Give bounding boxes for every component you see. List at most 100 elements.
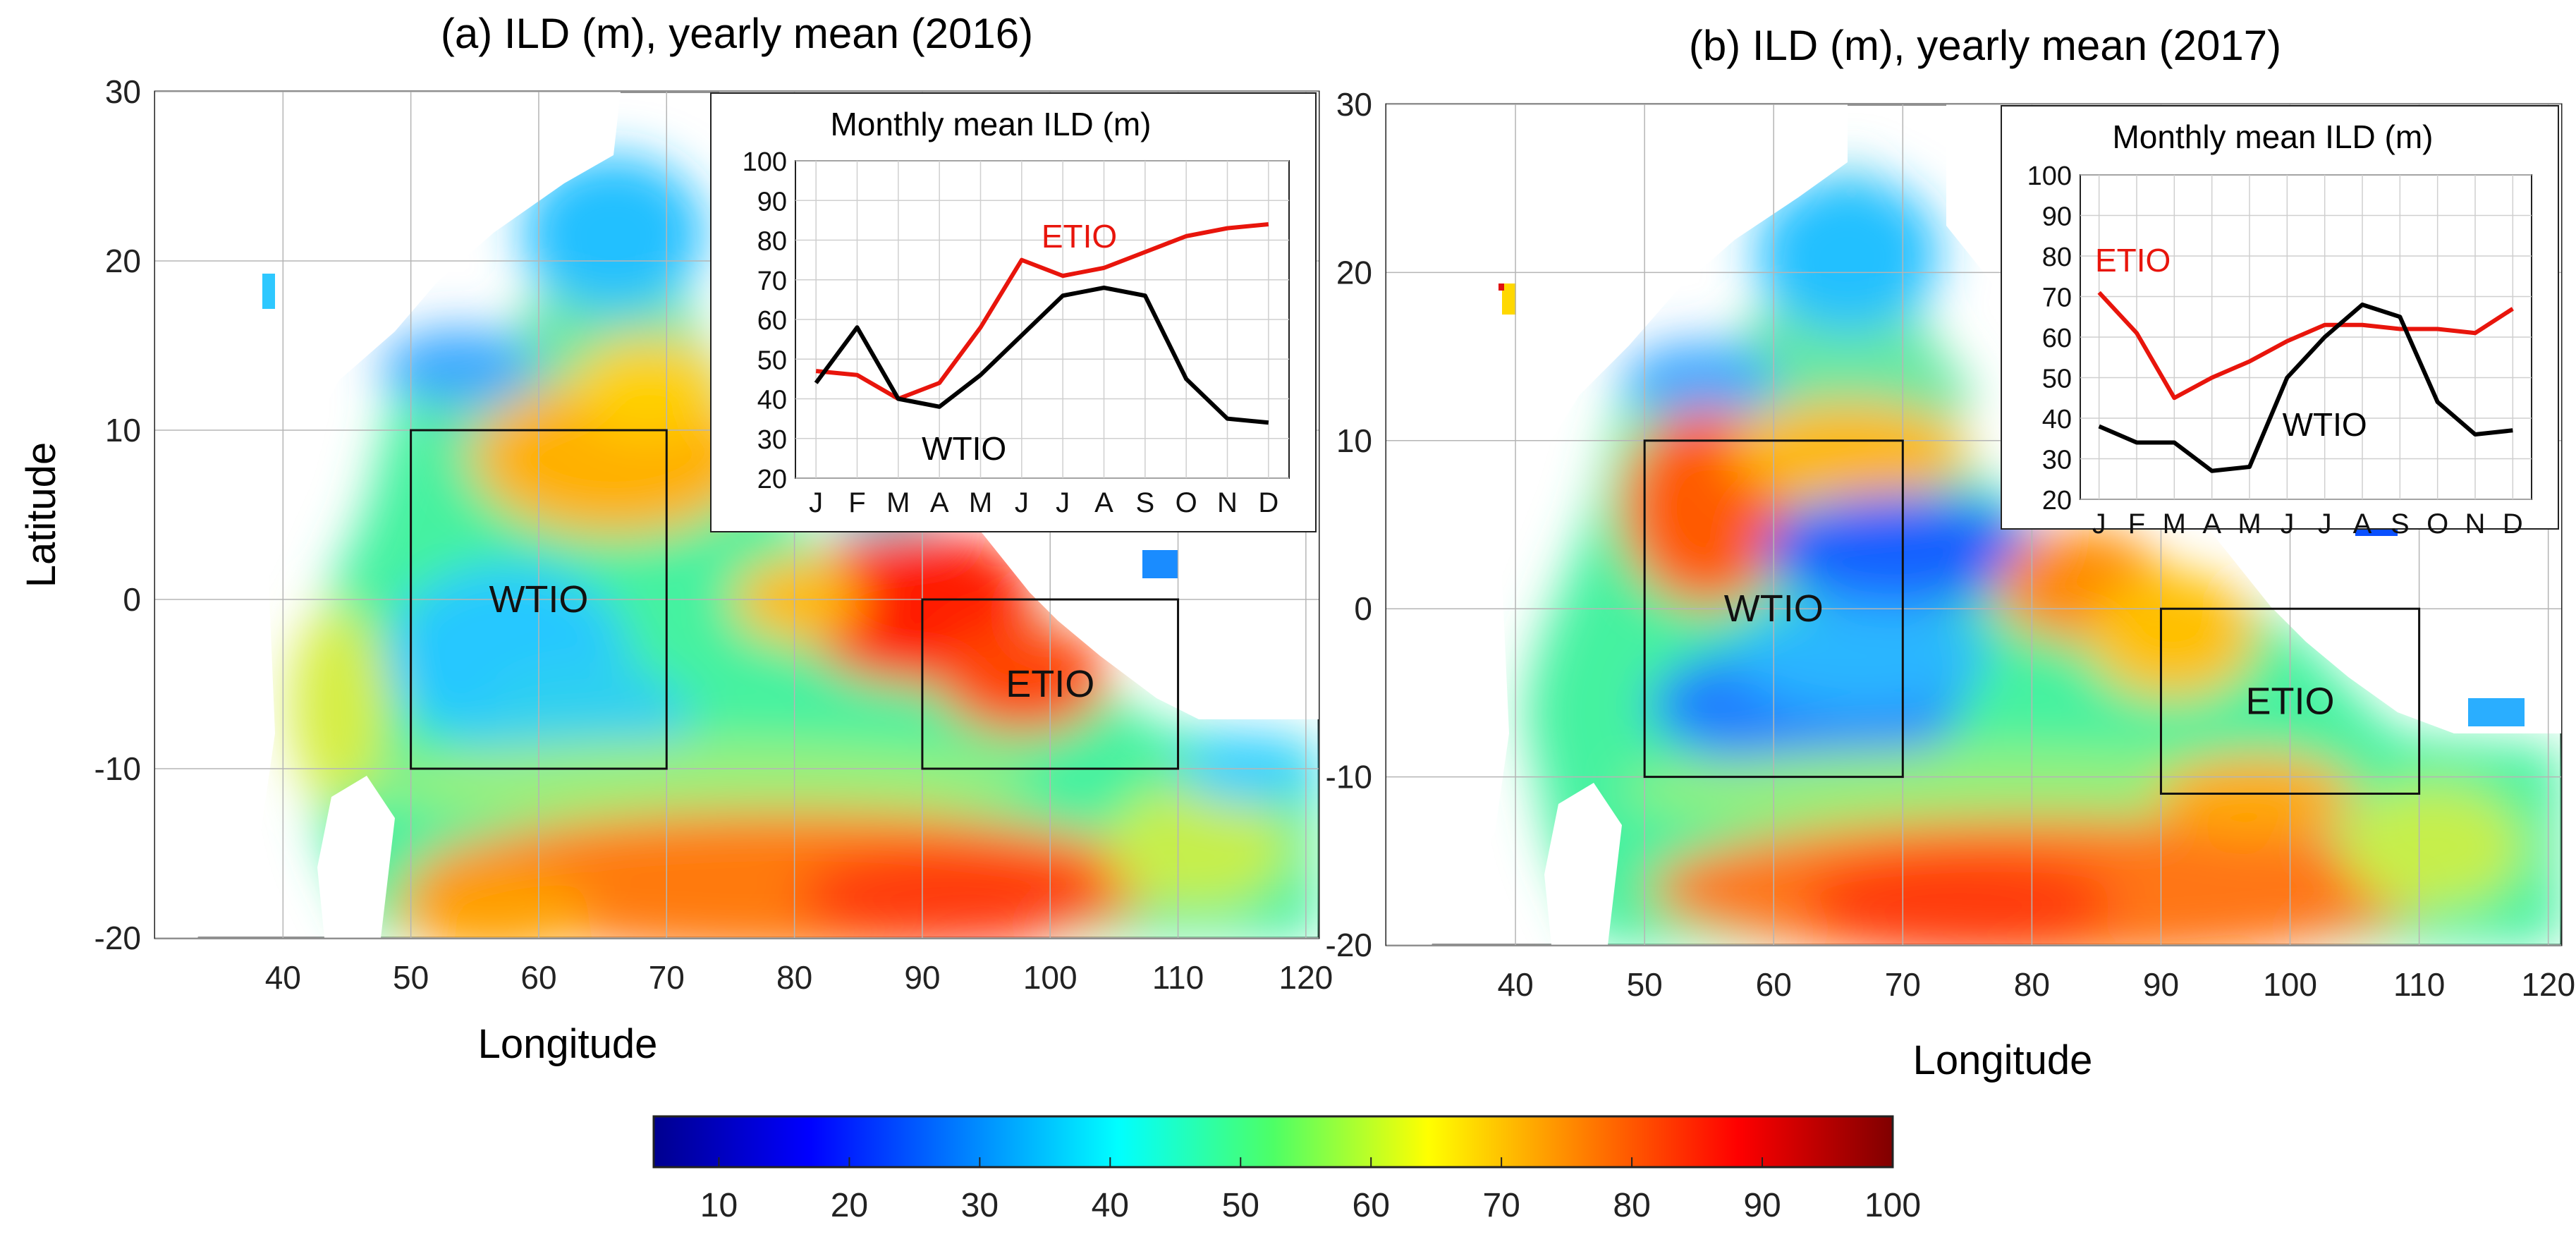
panel-b-inset-ytick-label: 90 (2042, 202, 2072, 232)
panel-b-inset-xtick-label: A (2353, 508, 2372, 539)
panel-a-inset-xtick-label: N (1217, 487, 1238, 518)
panel-b-inset-xtick-label: S (2391, 508, 2410, 539)
colorbar-tick-label: 50 (1222, 1187, 1259, 1224)
panel-b-xtick-label: 40 (1497, 966, 1533, 1003)
panel-a-inset-series-label-etio: ETIO (1042, 218, 1117, 255)
panel-a-inset-xtick-label: F (848, 487, 865, 518)
panel-a-inset-xtick-label: M (969, 487, 992, 518)
panel-b-xlabel: Longitude (1913, 1037, 2093, 1083)
panel-a-inset-xtick-label: J (1056, 487, 1070, 518)
panel-b-region-label-etio: ETIO (2246, 680, 2335, 722)
panel-b-ytick-label: 20 (1336, 254, 1372, 291)
panel-b-inset-xtick-label: M (2238, 508, 2261, 539)
panel-b-ytick-label: -10 (1326, 759, 1372, 795)
panel-a-inset-ytick-label: 40 (757, 386, 787, 415)
panel-b-region-box-etio (2159, 607, 2421, 795)
panel-a-y-ticks: 30 20 10 0 -10 -20 (94, 73, 141, 956)
panel-a-ytick-label: -10 (94, 750, 141, 787)
panel-a-ylabel: Latitude (18, 442, 64, 587)
panel-a-ytick-label: 30 (105, 73, 141, 110)
colorbar-tick-label: 10 (700, 1187, 738, 1224)
panel-b-region-boxes: WTIO ETIO (1643, 439, 2421, 795)
panel-b-inset-xtick-label: O (2427, 508, 2448, 539)
panel-b-land-west (1386, 104, 1848, 945)
panel-a-ild-field (155, 92, 1319, 938)
panel-b-ytick-label: 10 (1336, 422, 1372, 459)
panel-b-xtick-label: 120 (2521, 966, 2575, 1003)
panel-a-inset-ytick-label: 20 (757, 465, 787, 494)
panel-b-y-ticks: 30 20 10 0 -10 -20 (1326, 86, 1372, 963)
panel-a-xlabel: Longitude (478, 1021, 658, 1067)
panel-a-inset-title: Monthly mean ILD (m) (830, 106, 1151, 142)
colorbar-tick-label: 60 (1353, 1187, 1390, 1224)
panel-b: (b) ILD (m), yearly mean (2017) (1326, 22, 2576, 1083)
panel-b-inset-ytick-label: 80 (2042, 243, 2072, 272)
panel-a-ytick-label: 0 (123, 581, 141, 618)
panel-a-inset-ytick-label: 70 (757, 267, 787, 296)
panel-b-xtick-label: 110 (2393, 966, 2445, 1003)
panel-a-xtick-label: 100 (1023, 959, 1078, 996)
panel-a-inset-ytick-label: 80 (757, 227, 787, 257)
panel-b-inset-series-label-etio: ETIO (2095, 242, 2171, 279)
panel-b-x-ticks: 40 50 60 70 80 90 100 110 120 (1497, 966, 2575, 1003)
panel-b-inset-ytick-label: 60 (2042, 324, 2072, 353)
panel-a-region-box-etio (921, 598, 1180, 770)
panel-a-region-boxes: WTIO ETIO (410, 429, 1180, 770)
panel-b-region-label-wtio: WTIO (1724, 587, 1824, 630)
colorbar-tick-label: 80 (1613, 1187, 1650, 1224)
panel-b-inset-ytick-label: 30 (2042, 446, 2072, 475)
panel-b-inset-xtick-label: J (2092, 508, 2106, 539)
panel-b-xtick-label: 80 (2014, 966, 2050, 1003)
panel-b-title: (b) ILD (m), yearly mean (2017) (1689, 22, 2281, 69)
panel-b-xtick-label: 100 (2263, 966, 2317, 1003)
panel-a-inset-xtick-label: J (1015, 487, 1029, 518)
colorbar-tick-label: 30 (961, 1187, 999, 1224)
panel-a-title: (a) ILD (m), yearly mean (2016) (441, 10, 1033, 57)
panel-a-inset: Monthly mean ILD (m) J F M A M J J A S O N D2030405… (710, 92, 1317, 532)
panel-a: (a) ILD (m), yearly mean (2016) (18, 10, 1333, 1067)
panel-b-inset-xtick-label: N (2465, 508, 2486, 539)
panel-a-xtick-label: 70 (649, 959, 685, 996)
panel-a-inset-ytick-label: 100 (743, 147, 787, 177)
panel-b-inset-ytick-label: 50 (2042, 365, 2072, 394)
panel-b-inset-xtick-label: J (2280, 508, 2294, 539)
colorbar-tick-label: 20 (831, 1187, 868, 1224)
panel-a-ytick-label: -20 (94, 920, 141, 956)
panel-a-x-ticks: 40 50 60 70 80 90 100 110 120 (265, 959, 1333, 996)
colorbar-tick-label: 100 (1864, 1187, 1921, 1224)
panel-a-inset-ytick-label: 60 (757, 306, 787, 336)
colorbar-ticks: 10 20 30 40 50 60 70 80 90 100 (700, 1157, 1921, 1224)
panel-a-region-label-etio: ETIO (1006, 663, 1094, 705)
colorbar-tick-label: 90 (1743, 1187, 1781, 1224)
panel-a-land-madagascar (317, 776, 395, 938)
panel-b-ild-field (1386, 104, 2561, 945)
panel-a-xtick-label: 110 (1152, 959, 1204, 996)
panel-a-xtick-label: 90 (904, 959, 940, 996)
panel-a-inset-ytick-label: 30 (757, 425, 787, 455)
panel-a-inset-xtick-label: A (930, 487, 949, 518)
panel-a-ytick-label: 10 (105, 412, 141, 449)
panel-a-xtick-label: 40 (265, 959, 301, 996)
panel-b-xtick-label: 50 (1627, 966, 1663, 1003)
panel-b-inset-ytick-label: 100 (2027, 161, 2072, 191)
panel-a-inset-xtick-label: J (809, 487, 823, 518)
panel-b-xtick-label: 60 (1756, 966, 1792, 1003)
panel-a-region-box-wtio (410, 429, 668, 770)
panel-b-inset-series-label-wtio: WTIO (2283, 406, 2367, 443)
panel-b-inset-line-wtio (2098, 303, 2513, 473)
panel-a-xtick-label: 80 (776, 959, 812, 996)
panel-b-xtick-label: 90 (2143, 966, 2179, 1003)
panel-b-ytick-label: 0 (1354, 590, 1372, 627)
panel-a-inset-ytick-label: 50 (757, 346, 787, 375)
panel-a-inset-xtick-label: D (1258, 487, 1278, 518)
panel-b-inset-xtick-label: J (2318, 508, 2332, 539)
panel-a-ytick-label: 20 (105, 243, 141, 279)
panel-b-inset-xtick-label: A (2202, 508, 2221, 539)
panel-b-inset-xtick-label: D (2503, 508, 2523, 539)
panel-a-inset-line-wtio (814, 286, 1269, 425)
colorbar-tick-label: 40 (1092, 1187, 1129, 1224)
panel-b-inset-line-etio (2097, 291, 2514, 401)
panel-a-xtick-label: 50 (393, 959, 429, 996)
